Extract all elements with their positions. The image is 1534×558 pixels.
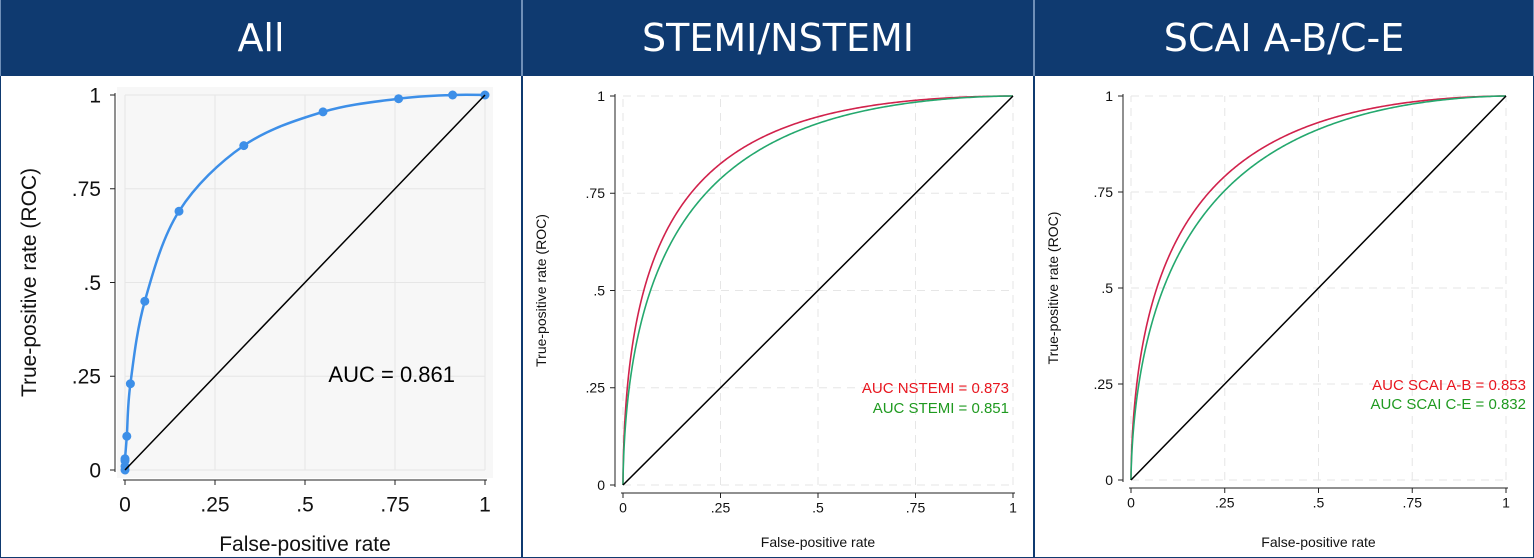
auc-annotation: AUC SCAI C-E = 0.832: [1371, 396, 1526, 413]
x-tick-label: .5: [296, 493, 314, 516]
roc-point-marker: [174, 206, 184, 216]
y-tick-label: 1: [89, 84, 101, 107]
roc-point-marker: [125, 379, 135, 389]
x-tick-label: .75: [380, 493, 409, 516]
x-tick-label: .25: [1215, 495, 1235, 511]
roc-point-marker: [120, 454, 130, 464]
reference-diagonal-line: [1130, 95, 1507, 481]
y-tick-label: .5: [593, 282, 605, 298]
x-tick-label: 1: [479, 493, 491, 516]
y-tick-label: .75: [1094, 184, 1114, 200]
x-tick-label: 0: [1127, 495, 1135, 511]
y-tick-label: .25: [586, 380, 606, 396]
roc-curve-series-1: [622, 95, 1014, 485]
auc-annotation: AUC STEMI = 0.851: [873, 400, 1009, 417]
y-tick-label: .25: [1094, 376, 1114, 392]
y-tick-label: .75: [586, 185, 606, 201]
roc-point-marker: [318, 107, 328, 117]
y-tick-label: .25: [72, 366, 101, 389]
auc-annotation: AUC NSTEMI = 0.873: [862, 380, 1009, 397]
x-tick-label: .5: [1313, 495, 1325, 511]
roc-curve-series-0: [1130, 95, 1507, 480]
roc-point-marker: [239, 141, 249, 151]
y-tick-label: 0: [89, 459, 101, 482]
y-tick-label: .75: [72, 178, 101, 201]
y-tick-label: .5: [1101, 280, 1113, 296]
panel-header-all: All: [0, 0, 522, 76]
panel-header-scai: SCAI A-B/C-E: [1034, 0, 1534, 76]
x-tick-label: .5: [812, 500, 824, 516]
x-axis-title: False-positive rate: [219, 533, 391, 556]
x-tick-label: 1: [1009, 500, 1017, 516]
y-axis-title: True-positive rate (ROC): [1045, 212, 1061, 365]
x-tick-label: .25: [711, 500, 731, 516]
panel-title: SCAI A-B/C-E: [1163, 16, 1405, 60]
reference-diagonal-line: [622, 95, 1014, 486]
x-tick-label: 0: [619, 500, 627, 516]
roc-point-marker: [394, 94, 404, 104]
roc-chart-all: 00 .25 .25 .5 .5 .75 .75 1 1 False-positive rate T…: [18, 84, 493, 556]
y-tick-label: 1: [597, 88, 605, 104]
roc-point-marker: [122, 431, 132, 441]
y-tick-label: 0: [1105, 472, 1113, 488]
panel-header-stemi: STEMI/NSTEMI: [522, 0, 1034, 76]
roc-curve-series-0: [622, 95, 1014, 485]
x-tick-label: .75: [1403, 495, 1423, 511]
x-axis-title: False-positive rate: [761, 534, 876, 550]
roc-chart-stemi-nstemi: 00 .25 .25 .5 .5 .75 .75 1 1 False-positive rate T…: [533, 88, 1017, 550]
roc-chart-scai: 00 .25 .25 .5 .5 .75 .75 1 1 False-positive rate T…: [1045, 88, 1526, 550]
y-tick-label: 0: [597, 477, 605, 493]
reference-diagonal-line: [124, 94, 486, 471]
x-axis-title: False-positive rate: [1261, 534, 1376, 550]
y-tick-label: .5: [83, 272, 101, 295]
panel-stemi: [522, 76, 1034, 558]
auc-annotation: AUC SCAI A-B = 0.853: [1372, 377, 1526, 394]
panel-title: All: [237, 16, 285, 60]
y-axis-title: True-positive rate (ROC): [533, 214, 549, 367]
x-tick-label: 1: [1502, 495, 1510, 511]
x-tick-label: 0: [119, 493, 131, 516]
y-axis-title: True-positive rate (ROC): [18, 168, 41, 397]
x-tick-label: .25: [200, 493, 229, 516]
roc-curve-series-1: [1130, 95, 1507, 480]
y-tick-label: 1: [1105, 88, 1113, 104]
auc-annotation: AUC = 0.861: [328, 362, 455, 387]
panel-title: STEMI/NSTEMI: [642, 16, 914, 60]
x-tick-label: .75: [906, 500, 926, 516]
roc-point-marker: [448, 90, 458, 100]
roc-point-marker: [140, 296, 150, 306]
